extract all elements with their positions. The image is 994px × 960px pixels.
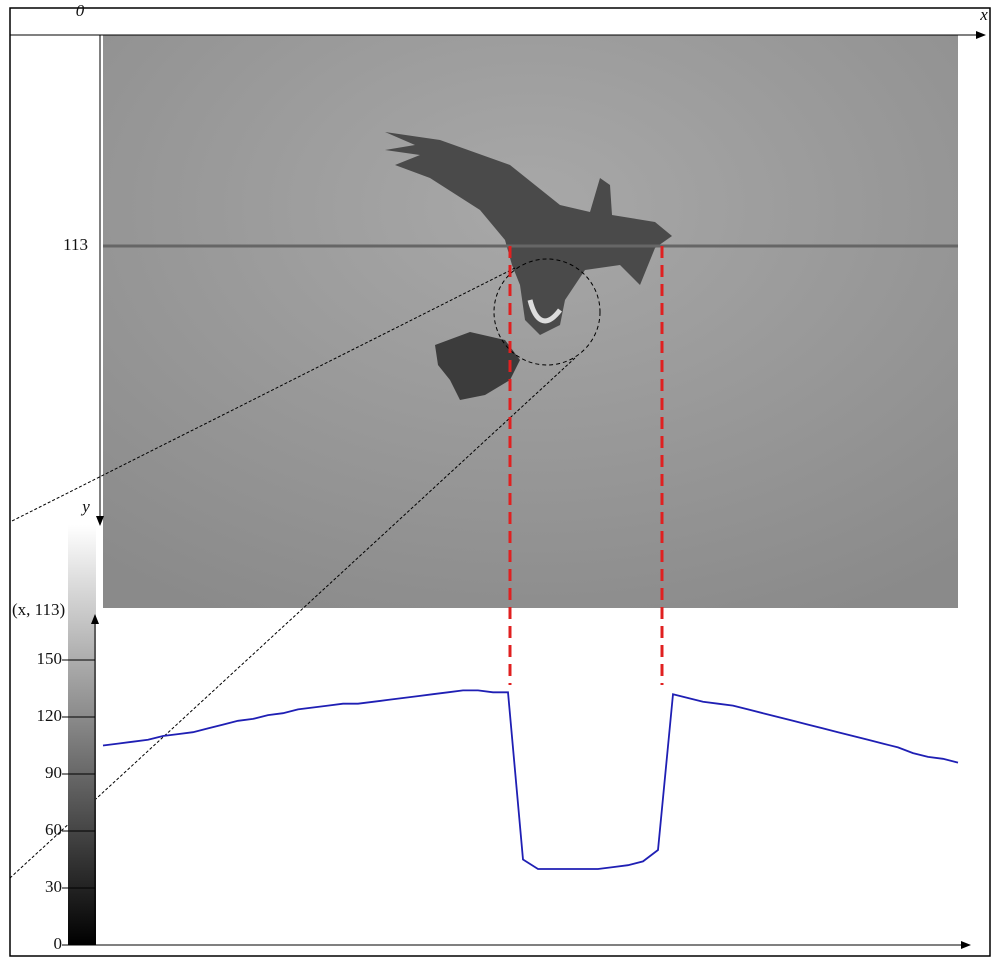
figure: 0 x y 113 (x, 113) 0 30 60 90 120 150 [0, 0, 994, 960]
y-label: y [80, 497, 90, 516]
y-tick-label: 60 [45, 820, 62, 839]
y-tick-label: 30 [45, 877, 62, 896]
y-tick-label: 0 [54, 934, 63, 953]
y-tick-label: 120 [37, 706, 63, 725]
origin-label: 0 [76, 1, 85, 20]
row-label: 113 [63, 235, 88, 254]
profile-label: (x, 113) [12, 600, 65, 619]
profile-line [103, 690, 958, 869]
y-tick-label: 150 [37, 649, 63, 668]
y-tick-label: 90 [45, 763, 62, 782]
x-label: x [979, 5, 988, 24]
colorbar [68, 525, 96, 945]
